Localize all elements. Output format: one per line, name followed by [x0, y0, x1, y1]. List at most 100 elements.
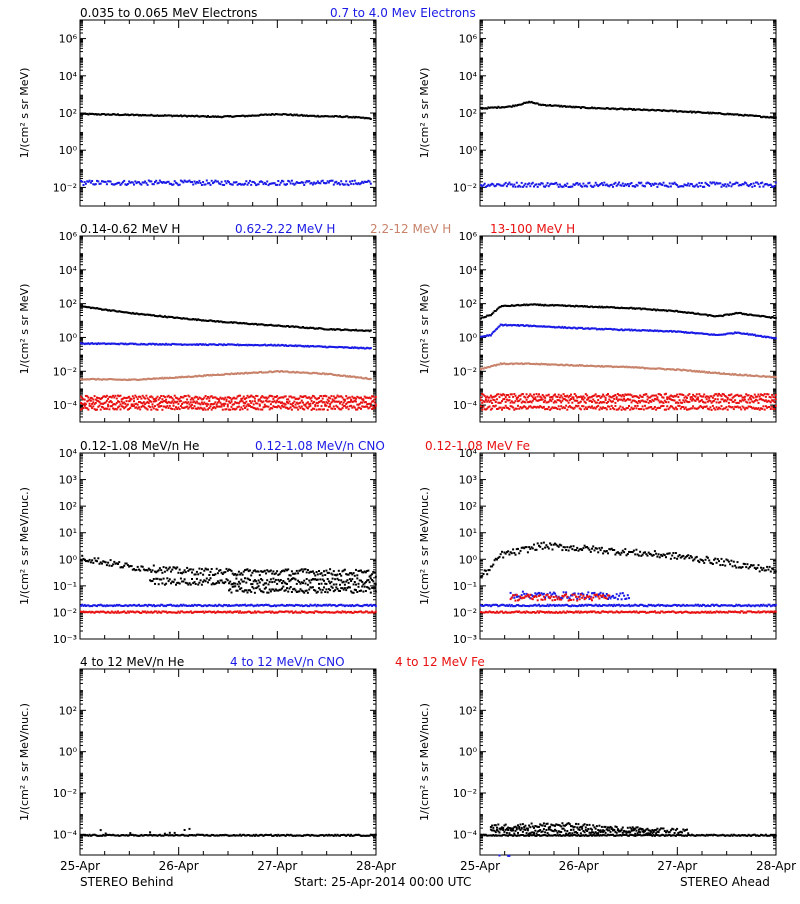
data-point [328, 400, 330, 402]
data-point [253, 403, 255, 405]
data-point [602, 184, 604, 186]
data-point [765, 396, 767, 398]
data-point [118, 561, 120, 563]
data-point [148, 402, 150, 404]
data-point [174, 395, 176, 397]
data-point [558, 186, 560, 188]
data-point [650, 185, 652, 187]
data-point [548, 185, 550, 187]
data-point [91, 180, 93, 182]
data-point [101, 563, 103, 565]
data-point [589, 182, 591, 184]
data-point [721, 395, 723, 397]
data-point [595, 393, 597, 395]
data-point [190, 405, 192, 407]
data-point [224, 397, 226, 399]
data-point [139, 396, 141, 398]
ytick-label: 10⁻² [53, 181, 77, 194]
data-point [555, 182, 557, 184]
data-point [298, 397, 300, 399]
data-point [537, 186, 539, 188]
data-point [137, 398, 139, 400]
data-point [717, 398, 719, 400]
data-point [323, 401, 325, 403]
data-point [286, 183, 288, 185]
data-point [582, 399, 584, 401]
data-point [775, 182, 777, 184]
data-point [92, 401, 94, 403]
data-point [547, 182, 549, 184]
data-point [120, 403, 122, 405]
data-point [586, 408, 588, 410]
data-point [105, 561, 107, 563]
series-red [80, 405, 377, 411]
row-title-2-0: 0.12-1.08 MeV/n He [80, 439, 199, 453]
data-point [155, 400, 157, 402]
data-point [370, 183, 372, 185]
data-point [762, 405, 764, 407]
data-point [242, 398, 244, 400]
data-point [139, 408, 141, 410]
data-point [194, 405, 196, 407]
data-point [637, 402, 639, 404]
data-point [208, 400, 210, 402]
data-point [83, 184, 85, 186]
data-point [706, 405, 708, 407]
data-point [245, 397, 247, 399]
data-point [501, 409, 503, 411]
data-point [517, 405, 519, 407]
data-point [621, 409, 623, 411]
data-point [700, 185, 702, 187]
data-point [695, 396, 697, 398]
data-point [354, 180, 356, 182]
data-point [344, 405, 346, 407]
data-point [268, 406, 270, 408]
data-point [163, 566, 165, 568]
data-point [775, 317, 777, 319]
data-point [275, 402, 277, 404]
data-point [544, 397, 546, 399]
data-point [730, 399, 732, 401]
data-point [164, 396, 166, 398]
data-point [679, 405, 681, 407]
data-point [580, 408, 582, 410]
data-point [677, 396, 679, 398]
data-point [353, 183, 355, 185]
data-point [770, 184, 772, 186]
data-point [351, 180, 353, 182]
y-axis-label: 1/(cm² s sr MeV) [18, 68, 31, 159]
data-point [598, 395, 600, 397]
data-point [598, 409, 600, 411]
data-point [574, 407, 576, 409]
data-point [526, 186, 528, 188]
data-point [548, 394, 550, 396]
data-point [595, 182, 597, 184]
data-point [631, 182, 633, 184]
data-point [107, 405, 109, 407]
data-point [372, 396, 374, 398]
data-point [214, 573, 216, 575]
data-point [688, 393, 690, 395]
data-point [701, 399, 703, 401]
row-title-2-1: 0.12-1.08 MeV/n CNO [255, 439, 385, 453]
data-point [169, 566, 171, 568]
data-point [503, 398, 505, 400]
ytick-label: 10⁻¹ [53, 580, 77, 593]
ytick-label: 10⁶ [459, 230, 478, 243]
data-point [147, 570, 149, 572]
data-point [703, 394, 705, 396]
data-point [508, 408, 510, 410]
data-point [738, 402, 740, 404]
data-point [254, 400, 256, 402]
data-point [586, 186, 588, 188]
data-point [309, 405, 311, 407]
data-point [560, 405, 562, 407]
data-point [96, 560, 98, 562]
data-point [142, 566, 144, 568]
data-point [500, 407, 502, 409]
data-point [307, 407, 309, 409]
ytick-label: 10⁻² [53, 365, 77, 378]
data-point [120, 395, 122, 397]
data-point [210, 184, 212, 186]
